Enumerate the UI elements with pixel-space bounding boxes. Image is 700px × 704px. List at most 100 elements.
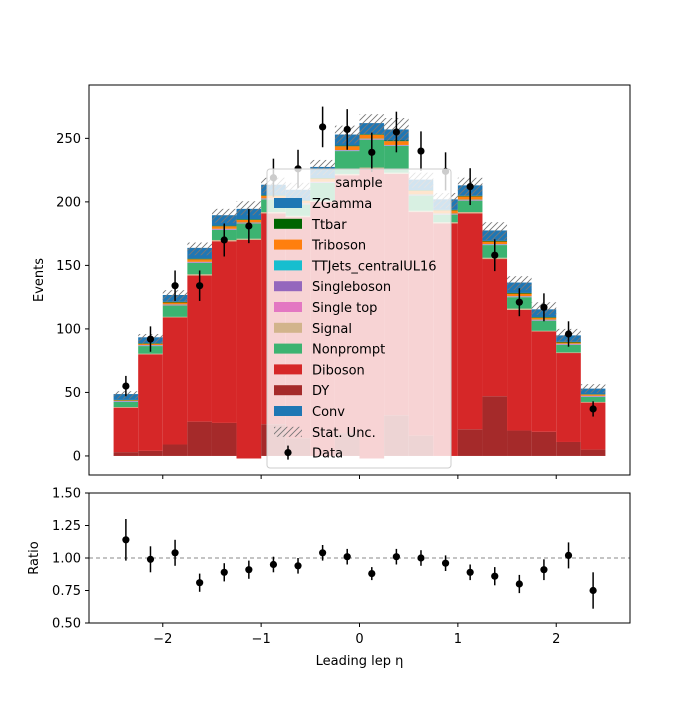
stat-unc-band [360,114,385,134]
ratio-xtick-label: −1 [252,632,271,647]
ratio-point [417,554,424,561]
bar-triboson [581,395,606,396]
legend-label-diboson: Diboson [312,363,365,378]
ratio-point [565,552,572,559]
legend-label-data: Data [312,447,343,462]
legend-swatch-stat-unc- [274,427,302,437]
ratio-point [171,549,178,556]
ratio-point [540,566,547,573]
data-point [467,183,474,190]
stat-unc-band [507,276,532,290]
legend-swatch-dy [274,385,302,395]
data-point [565,330,572,337]
bar-diboson [237,240,262,459]
ratio-point [122,536,129,543]
ratio-point [516,580,523,587]
bar-triboson [163,302,188,304]
legend-label-stat-unc-: Stat. Unc. [312,426,376,441]
legend-swatch-nonprompt [274,344,302,354]
ratio-xtick-label: 1 [454,632,462,647]
bar-dy [581,450,606,456]
stat-unc-band [581,384,606,393]
legend-swatch-ttjets-centralul16 [274,260,302,270]
ratio-point [442,560,449,567]
ratio-ytick-label: 1.50 [52,487,81,502]
bar-dy [507,431,532,456]
ratio-point [590,587,597,594]
legend-label-singleboson: Singleboson [312,280,391,295]
data-point [221,236,228,243]
ratio-point [196,579,203,586]
bar-signal [114,407,139,408]
main-ytick-label: 0 [73,449,81,464]
legend-swatch-signal [274,323,302,333]
legend-title: sample [335,176,382,191]
main-ytick-label: 150 [56,259,81,274]
legend-label-ttbar: Ttbar [311,218,347,233]
bar-dy [114,452,139,456]
bar-triboson [187,259,212,262]
bar-nonprompt [581,397,606,402]
main-ytick-label: 100 [56,322,81,337]
bar-ttbar [187,259,212,260]
stat-unc-band [482,222,507,240]
data-point [344,126,351,133]
legend-label-conv: Conv [312,405,345,420]
bar-diboson [114,408,139,452]
legend-label-triboson: Triboson [311,239,366,254]
data-point [196,282,203,289]
legend: sampleZGammaTtbarTribosonTTJets_centralU… [267,169,451,468]
ratio-ytick-label: 0.75 [52,584,81,599]
ratio-point [221,569,228,576]
ratio-xtick-label: −2 [153,632,172,647]
ratio-point [393,553,400,560]
ratio-ytick-label: 1.25 [52,519,81,534]
data-point [368,149,375,156]
ratio-point [467,569,474,576]
legend-box [267,169,451,468]
bar-dy [163,445,188,456]
legend-swatch-diboson [274,364,302,374]
bar-diboson [458,213,483,429]
data-point [245,222,252,229]
bar-nonprompt [163,305,188,316]
legend-swatch-conv [274,406,302,416]
bar-signal [532,331,557,332]
ratio-point [270,561,277,568]
ratio-frame [89,493,630,623]
bar-nonprompt [532,321,557,331]
data-point [516,299,523,306]
data-point [147,335,154,342]
bar-diboson [482,259,507,396]
ratio-point [245,566,252,573]
bar-triboson [114,400,139,401]
legend-label-nonprompt: Nonprompt [312,343,385,358]
bar-ttbar [163,302,188,303]
bar-dy [556,442,581,456]
data-point [540,304,547,311]
bar-diboson [556,353,581,442]
data-point [491,252,498,259]
ratio-point [147,556,154,563]
bar-dy [458,429,483,456]
legend-label-dy: DY [312,384,329,399]
ratio-ytick-label: 0.50 [52,617,81,632]
bar-diboson [138,354,163,451]
data-point [393,128,400,135]
bar-signal [556,352,581,353]
main-ytick-label: 250 [56,132,81,147]
ratio-point [368,570,375,577]
bar-signal [163,317,188,318]
ratio-ytick-label: 1.00 [52,552,81,567]
data-point [319,123,326,130]
stat-unc-band [212,209,237,223]
stat-unc-band [187,243,212,256]
legend-swatch-triboson [274,240,302,250]
x-axis-label: Leading lep η [316,654,404,669]
ratio-xtick-label: 2 [552,632,560,647]
legend-swatch-single-top [274,302,302,312]
bar-diboson [163,317,188,444]
bar-diboson [212,241,237,423]
bar-diboson [507,310,532,431]
legend-swatch-singleboson [274,281,302,291]
